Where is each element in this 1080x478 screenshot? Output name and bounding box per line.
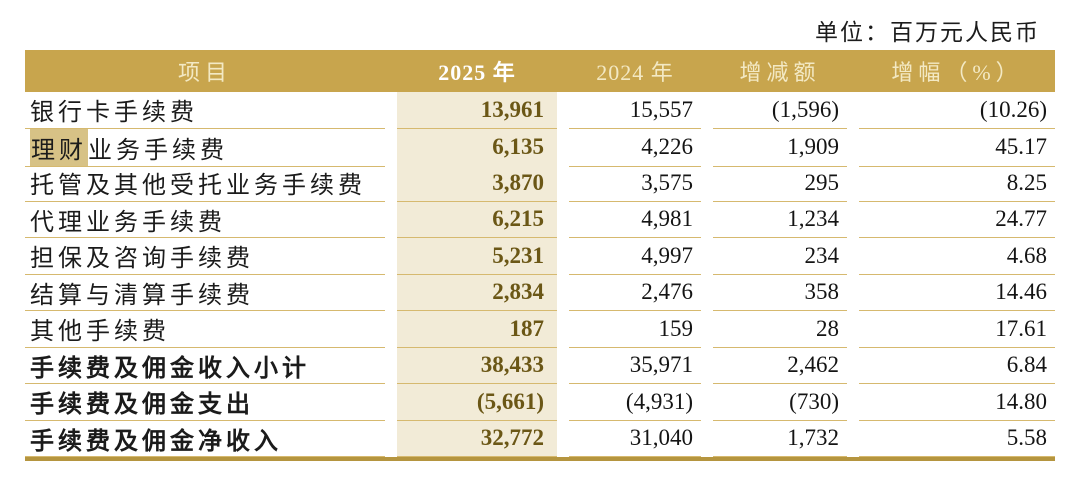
header-2024: 2024 年 [596,60,674,85]
value-pct: 45.17 [859,129,1055,167]
row-label: 结算与清算手续费 [25,275,385,311]
value-pct: 14.46 [859,275,1055,311]
table-row: 代理业务手续费 6,215 4,981 1,234 24.77 [25,201,1055,238]
value-2025: 38,433 [397,347,557,384]
row-label: 其他手续费 [25,311,385,348]
value-change: 1,909 [713,129,847,167]
table-bottom-border [25,457,1055,461]
value-pct: 4.68 [859,238,1055,275]
row-label: 代理业务手续费 [25,202,385,238]
value-2025: 5,231 [397,238,557,275]
row-label: 担保及咨询手续费 [25,238,385,275]
value-2024: 2,476 [569,275,701,311]
header-pct: 增幅（%） [891,60,1023,85]
value-2025: 187 [397,311,557,348]
value-pct: 6.84 [859,348,1055,384]
value-2024: 4,997 [569,238,701,275]
value-2024: 3,575 [569,165,701,202]
value-2024: (4,931) [569,384,701,421]
value-2024: 4,226 [569,129,701,167]
value-change: 1,732 [713,421,847,457]
value-2025: 2,834 [397,274,557,311]
value-2025: (5,661) [397,384,557,421]
value-change: 234 [713,238,847,275]
table-row-subtotal: 手续费及佣金收入小计 38,433 35,971 2,462 6.84 [25,347,1055,384]
value-change: 295 [713,165,847,202]
value-pct: 17.61 [859,311,1055,348]
value-2025: 6,135 [397,128,557,167]
value-change: 2,462 [713,348,847,384]
value-pct: 24.77 [859,202,1055,238]
value-pct: (10.26) [859,92,1055,129]
table-row: 理财 业务手续费 6,135 4,226 1,909 45.17 [25,128,1055,167]
value-2024: 35,971 [569,348,701,384]
value-2024: 15,557 [569,92,701,129]
table-row: 托管及其他受托业务手续费 3,870 3,575 295 8.25 [25,165,1055,202]
value-2025: 13,961 [397,92,557,129]
table-row: 其他手续费 187 159 28 17.61 [25,311,1055,348]
row-label: 理财 业务手续费 [25,128,385,167]
header-change: 增减额 [739,60,821,85]
table-header-row: 项目 2025 年 2024 年 增减额 增幅（%） [25,50,1055,92]
fee-commission-table: 项目 2025 年 2024 年 增减额 增幅（%） 银行卡手续费 13,961… [25,50,1055,461]
row-label: 托管及其他受托业务手续费 [25,165,385,202]
row-label: 手续费及佣金收入小计 [25,348,385,384]
value-change: 1,234 [713,202,847,238]
value-pct: 8.25 [859,165,1055,202]
table-row: 结算与清算手续费 2,834 2,476 358 14.46 [25,274,1055,311]
value-2025: 3,870 [397,165,557,202]
value-change: 28 [713,311,847,348]
header-2025: 2025 年 [438,60,516,85]
table-row-expense: 手续费及佣金支出 (5,661) (4,931) (730) 14.80 [25,384,1055,421]
row-label: 手续费及佣金净收入 [25,421,385,457]
value-change: 358 [713,275,847,311]
value-pct: 14.80 [859,384,1055,421]
table-row: 担保及咨询手续费 5,231 4,997 234 4.68 [25,238,1055,275]
search-highlight: 理财 [30,128,88,166]
table-row-net-total: 手续费及佣金净收入 32,772 31,040 1,732 5.58 [25,420,1055,457]
row-label-rest: 业务手续费 [88,137,228,164]
value-2024: 31,040 [569,421,701,457]
unit-label: 单位：百万元人民币 [815,20,1040,45]
row-label: 手续费及佣金支出 [25,384,385,421]
value-2025: 32,772 [397,420,557,457]
value-change: (730) [713,384,847,421]
value-2024: 4,981 [569,202,701,238]
value-pct: 5.58 [859,421,1055,457]
value-2025: 6,215 [397,201,557,238]
row-label: 银行卡手续费 [25,92,385,129]
value-2024: 159 [569,311,701,348]
value-change: (1,596) [713,92,847,129]
table-row: 银行卡手续费 13,961 15,557 (1,596) (10.26) [25,92,1055,129]
header-item: 项目 [177,60,232,85]
